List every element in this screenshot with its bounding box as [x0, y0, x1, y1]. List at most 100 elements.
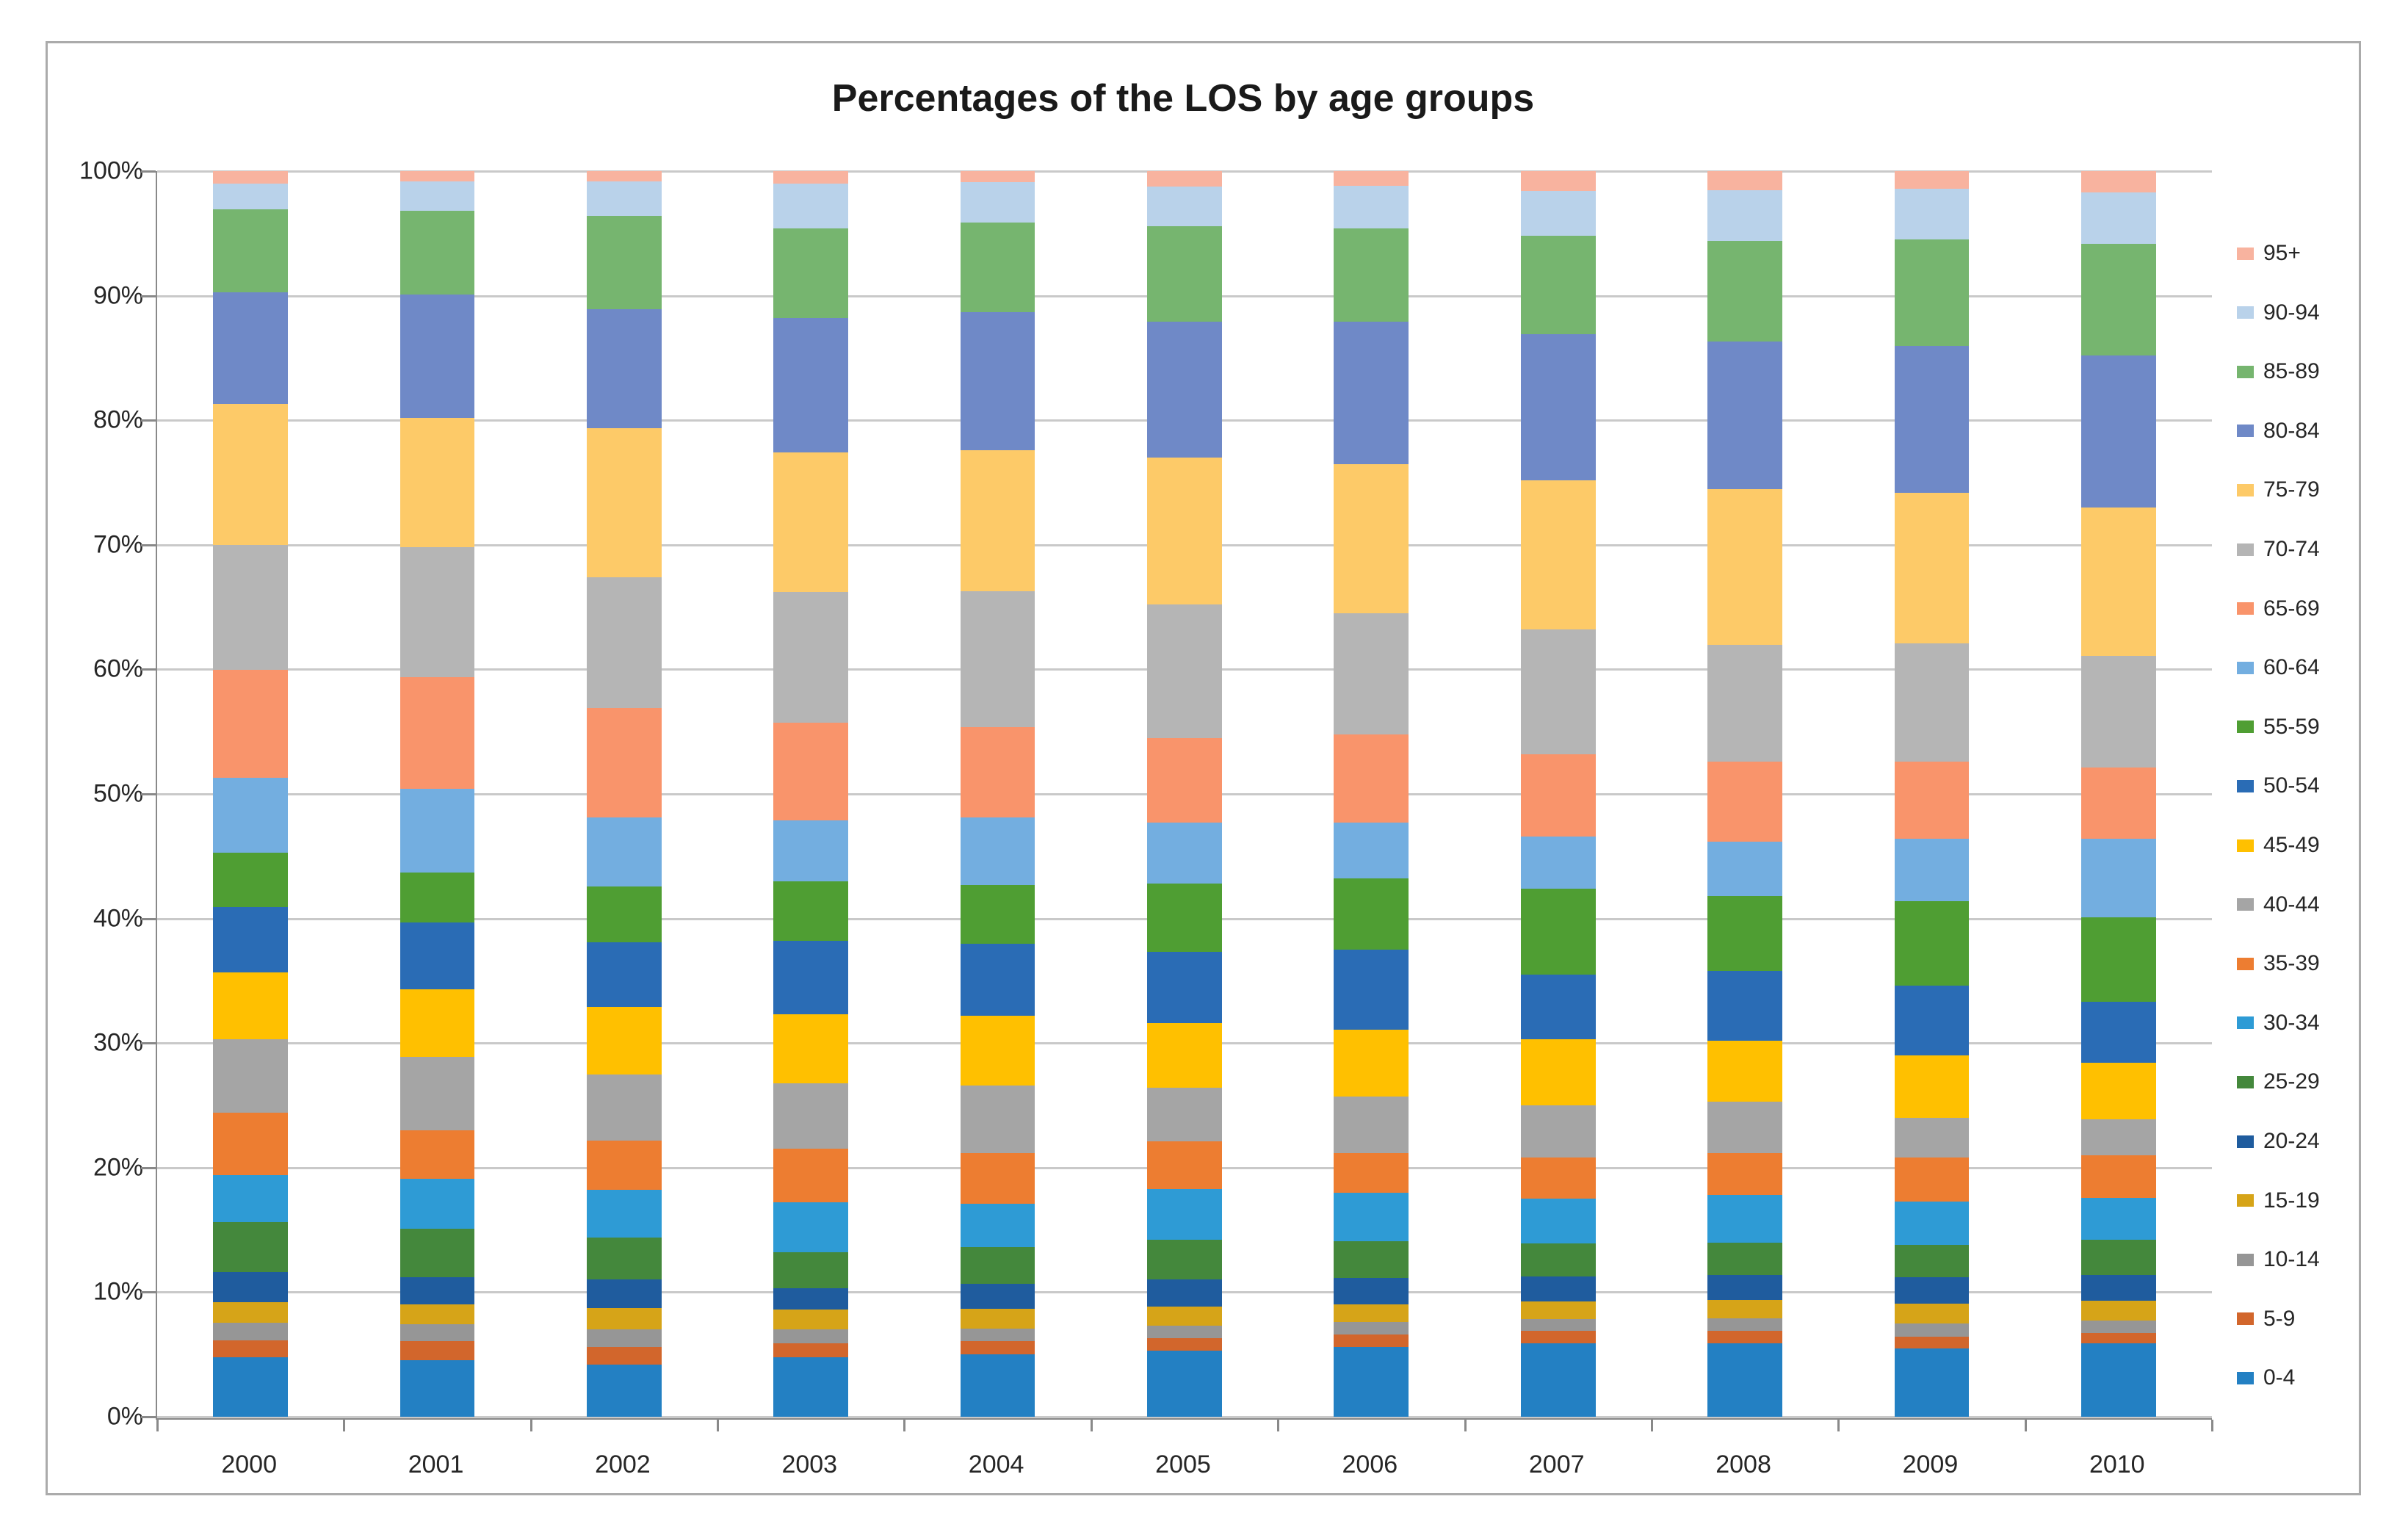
x-axis-label-2010: 2010 [2089, 1451, 2145, 1478]
legend: 95+ 90-94 85-89 80-84 75-79 70-74 65-69 60-64 55… [2237, 0, 2406, 1535]
bar-segment-5-9-2001 [399, 1341, 475, 1360]
bar-segment-40-44-2000 [213, 1039, 289, 1113]
bar-segment-65-69-2002 [587, 708, 662, 818]
bar-segment-50-54-2001 [399, 922, 475, 990]
bar-segment-60-64-2008 [1707, 841, 1782, 897]
bar-segment-80-84-2003 [773, 318, 849, 453]
bar-segment-10-14-2006 [1334, 1322, 1409, 1335]
bar-segment-30-34-2007 [1520, 1199, 1596, 1244]
bar-segment-50-54-2005 [1147, 952, 1222, 1024]
bar-segment-35-39-2008 [1707, 1152, 1782, 1196]
bar-slot-2005 [1091, 171, 1278, 1417]
bar-segment-45-49-2006 [1334, 1029, 1409, 1097]
bar-segment-75-79-2002 [587, 427, 662, 578]
bar-segment-10-14-2005 [1147, 1326, 1222, 1339]
bar-segment-70-74-2005 [1147, 604, 1222, 738]
legend-swatch-5-9 [2237, 1312, 2254, 1326]
bar-segment-90-94-2004 [960, 182, 1035, 223]
bar-segment-90-94-2009 [1894, 188, 1970, 240]
x-axis-label-2005: 2005 [1155, 1451, 1211, 1478]
bar-segment-35-39-2006 [1334, 1152, 1409, 1193]
bar-segment-55-59-2003 [773, 881, 849, 942]
bar-segment-20-24-2004 [960, 1284, 1035, 1310]
bar-segment-85-89-2001 [399, 211, 475, 295]
y-axis-tick [141, 1416, 156, 1418]
bar-slot-2008 [1652, 171, 1838, 1417]
legend-label-40-44: 40-44 [2263, 892, 2320, 917]
bar-segment-55-59-2005 [1147, 884, 1222, 953]
x-axis-tick [529, 1420, 532, 1431]
stacked-bar-2004 [960, 171, 1035, 1417]
bar-segment-85-89-2000 [213, 209, 289, 292]
bar-slot-2001 [344, 171, 530, 1417]
bar-segment-45-49-2004 [960, 1015, 1035, 1086]
bar-segment-65-69-2001 [399, 676, 475, 790]
bar-segment-80-84-2010 [2080, 355, 2156, 508]
bar-segment-70-74-2003 [773, 592, 849, 723]
bar-segment-10-14-2002 [587, 1329, 662, 1348]
bar-segment-30-34-2006 [1334, 1192, 1409, 1241]
y-axis-tick [141, 170, 156, 173]
y-axis-label: 90% [93, 281, 143, 310]
bar-segment-90-94-2002 [587, 181, 662, 217]
bar-segment-40-44-2010 [2080, 1119, 2156, 1155]
legend-label-55-59: 55-59 [2263, 714, 2320, 739]
bar-segment-25-29-2006 [1334, 1240, 1409, 1278]
bar-segment-70-74-2004 [960, 590, 1035, 727]
y-axis-tick [141, 1166, 156, 1169]
stacked-bar-2008 [1707, 171, 1782, 1417]
bar-segment-20-24-2007 [1520, 1276, 1596, 1302]
x-axis-label-2000: 2000 [221, 1451, 277, 1478]
bar-segment-10-14-2000 [213, 1322, 289, 1340]
bar-segment-40-44-2002 [587, 1074, 662, 1141]
bar-segment-20-24-2009 [1894, 1277, 1970, 1304]
bar-segment-60-64-2002 [587, 817, 662, 886]
legend-label-25-29: 25-29 [2263, 1069, 2320, 1094]
bar-segment-20-24-2001 [399, 1277, 475, 1304]
bar-segment-55-59-2006 [1334, 878, 1409, 950]
bar-segment-65-69-2004 [960, 726, 1035, 818]
x-axis-label-2009: 2009 [1902, 1451, 1959, 1478]
bar-segment-45-49-2005 [1147, 1023, 1222, 1088]
bar-segment-90-94-2005 [1147, 186, 1222, 226]
bar-segment-90-94-2006 [1334, 186, 1409, 229]
bar-segment-85-89-2005 [1147, 225, 1222, 322]
legend-item-95+: 95+ [2237, 241, 2301, 266]
bar-segment-25-29-2001 [399, 1228, 475, 1278]
bar-segment-0-4-2009 [1894, 1348, 1970, 1417]
y-axis-label: 60% [93, 654, 143, 683]
bar-slot-2002 [531, 171, 717, 1417]
bar-segment-5-9-2005 [1147, 1338, 1222, 1351]
legend-swatch-70-74 [2237, 543, 2254, 556]
bar-segment-70-74-2009 [1894, 643, 1970, 762]
y-axis-label: 80% [93, 405, 143, 434]
bar-segment-75-79-2001 [399, 417, 475, 548]
bar-segment-40-44-2006 [1334, 1097, 1409, 1153]
stacked-bar-2000 [213, 171, 289, 1417]
bar-segment-85-89-2004 [960, 222, 1035, 312]
legend-item-40-44: 40-44 [2237, 892, 2320, 917]
bar-segment-40-44-2007 [1520, 1105, 1596, 1158]
bar-segment-50-54-2004 [960, 943, 1035, 1016]
legend-label-35-39: 35-39 [2263, 951, 2320, 976]
bar-segment-90-94-2000 [213, 184, 289, 209]
bar-segment-30-34-2008 [1707, 1195, 1782, 1243]
legend-label-20-24: 20-24 [2263, 1129, 2320, 1153]
bar-segment-80-84-2001 [399, 295, 475, 418]
legend-label-50-54: 50-54 [2263, 773, 2320, 798]
bar-segment-0-4-2005 [1147, 1351, 1222, 1417]
y-axis-tick [141, 793, 156, 795]
bar-segment-95+-2009 [1894, 171, 1970, 189]
bar-segment-65-69-2006 [1334, 734, 1409, 823]
bar-segment-0-4-2002 [587, 1364, 662, 1417]
legend-label-95+: 95+ [2263, 241, 2301, 265]
bar-segment-95+-2001 [399, 171, 475, 181]
legend-item-65-69: 65-69 [2237, 596, 2320, 621]
x-axis-label-2006: 2006 [1342, 1451, 1398, 1478]
bar-segment-95+-2008 [1707, 171, 1782, 190]
bar-segment-85-89-2008 [1707, 241, 1782, 342]
bar-segment-5-9-2007 [1520, 1330, 1596, 1343]
bar-segment-30-34-2005 [1147, 1188, 1222, 1240]
bar-segment-10-14-2003 [773, 1329, 849, 1343]
